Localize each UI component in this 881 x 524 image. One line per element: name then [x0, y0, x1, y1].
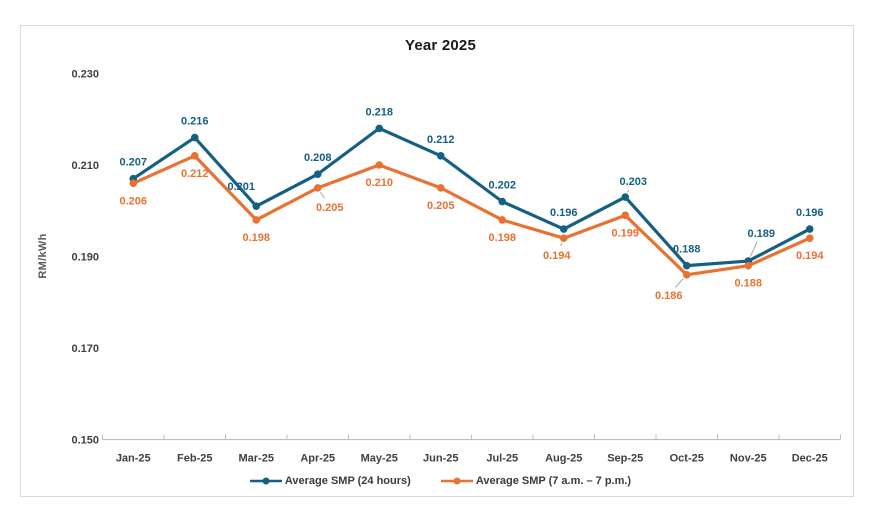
- legend: Average SMP (24 hours) Average SMP (7 a.…: [0, 475, 881, 487]
- y-tick-label: 0.150: [71, 435, 99, 447]
- data-label: 0.199: [611, 227, 639, 239]
- legend-item-smp-24h: Average SMP (24 hours): [249, 475, 411, 487]
- data-point: [190, 133, 199, 142]
- data-label: 0.208: [304, 152, 332, 164]
- data-point: [190, 152, 199, 160]
- data-point: [805, 234, 814, 242]
- y-tick-label: 0.230: [71, 69, 99, 81]
- x-tick-label: Oct-25: [670, 453, 704, 465]
- data-label: 0.203: [619, 176, 647, 188]
- data-label: 0.189: [747, 228, 775, 240]
- data-point: [621, 211, 630, 220]
- x-tick-label: Apr-25: [300, 453, 335, 465]
- data-label: 0.186: [655, 290, 683, 302]
- label-leader-line: [627, 189, 630, 193]
- data-label: 0.196: [550, 207, 578, 219]
- x-tick-label: Sep-25: [607, 453, 643, 465]
- data-point: [313, 184, 322, 192]
- data-label: 0.205: [427, 200, 455, 212]
- data-label: 0.212: [427, 134, 455, 146]
- label-leader-line: [749, 241, 758, 257]
- legend-item-smp-day: Average SMP (7 a.m. – 7 p.m.): [440, 475, 632, 487]
- data-point: [252, 202, 261, 210]
- data-label: 0.188: [673, 244, 701, 256]
- data-point: [498, 216, 507, 224]
- data-point: [621, 193, 630, 201]
- x-tick-label: Aug-25: [545, 453, 582, 465]
- legend-line-marker-icon: [249, 477, 282, 485]
- data-point: [805, 225, 814, 233]
- series-line-0: [131, 126, 812, 268]
- y-tick-label: 0.190: [71, 252, 99, 264]
- y-tick-label: 0.210: [71, 160, 99, 172]
- data-point: [375, 124, 384, 133]
- data-label: 0.218: [365, 106, 393, 118]
- data-label: 0.205: [316, 202, 344, 214]
- data-label: 0.212: [181, 168, 209, 180]
- data-point: [129, 179, 138, 188]
- data-label: 0.206: [119, 195, 147, 207]
- chart-border: [20, 25, 854, 497]
- label-leader-line: [675, 278, 684, 288]
- x-tick-label: Feb-25: [177, 453, 212, 465]
- x-tick-label: Jun-25: [423, 453, 458, 465]
- data-point: [682, 261, 691, 270]
- data-label: 0.194: [796, 250, 824, 262]
- data-point: [436, 152, 445, 160]
- y-axis-title: RM/kWh: [37, 233, 49, 278]
- data-point: [682, 271, 691, 279]
- data-point: [313, 170, 322, 178]
- x-tick-label: Mar-25: [239, 453, 274, 465]
- data-label: 0.188: [734, 278, 762, 290]
- x-tick-label: Nov-25: [730, 453, 767, 465]
- legend-line-marker-icon: [440, 477, 473, 485]
- x-tick-label: Dec-25: [792, 453, 828, 465]
- data-label: 0.196: [796, 207, 824, 219]
- x-tick-label: Jan-25: [116, 453, 151, 465]
- chart-title: Year 2025: [404, 37, 477, 54]
- data-label: 0.207: [119, 157, 147, 169]
- data-label: 0.216: [181, 116, 209, 128]
- legend-label-smp-24h: Average SMP (24 hours): [284, 475, 411, 487]
- data-label: 0.202: [488, 180, 516, 192]
- data-label: 0.198: [488, 232, 516, 244]
- data-label: 0.194: [543, 250, 571, 262]
- data-label: 0.201: [227, 181, 255, 193]
- data-point: [252, 216, 261, 224]
- data-label: 0.210: [365, 177, 393, 189]
- data-label: 0.198: [242, 232, 270, 244]
- x-tick-label: Jul-25: [486, 453, 518, 465]
- label-leader-line: [319, 191, 325, 199]
- data-point: [498, 197, 507, 206]
- legend-label-smp-day: Average SMP (7 a.m. – 7 p.m.): [475, 475, 632, 487]
- plot-area: Jan-25 Feb-25 Mar-25 Apr-25 May-25 Jun-25 Jul-…: [71, 69, 841, 465]
- x-tick-label: May-25: [361, 453, 398, 465]
- data-point: [744, 261, 753, 270]
- data-point: [559, 234, 568, 242]
- y-tick-label: 0.170: [71, 343, 99, 355]
- data-point: [375, 161, 384, 169]
- series-line-1: [131, 154, 812, 277]
- label-leader-line: [560, 242, 563, 247]
- data-point: [559, 225, 568, 233]
- data-point: [436, 184, 445, 192]
